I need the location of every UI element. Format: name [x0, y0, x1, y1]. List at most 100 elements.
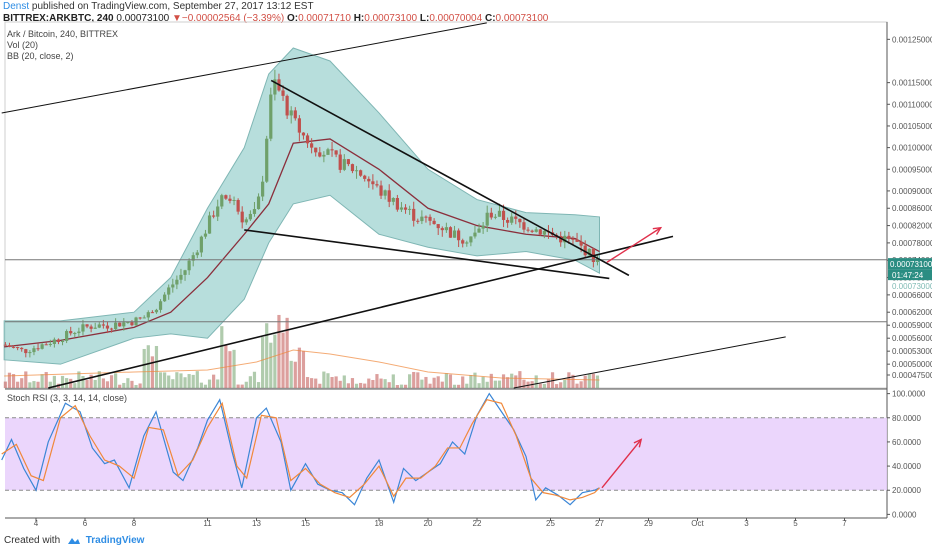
- volume-bar: [97, 371, 101, 388]
- volume-bar: [403, 384, 408, 388]
- candle-body: [146, 312, 150, 318]
- volume-bar: [195, 371, 199, 388]
- candle-body: [310, 143, 314, 148]
- candle-body: [171, 284, 175, 288]
- candle-body: [383, 190, 387, 196]
- volume-bar: [101, 378, 105, 388]
- high-value: 0.00073100: [364, 13, 418, 24]
- volume-bar: [3, 381, 7, 388]
- trendline-support-rising[interactable]: [48, 235, 674, 389]
- candle-body: [77, 331, 81, 334]
- candle-body: [130, 322, 134, 326]
- candle-body: [412, 208, 416, 221]
- volume-bar: [11, 374, 16, 388]
- candle-body: [81, 324, 85, 332]
- volume-bar: [420, 379, 424, 388]
- volume-bar: [314, 378, 318, 388]
- volume-bar: [326, 373, 330, 388]
- volume-bar: [228, 351, 232, 388]
- candle-body: [40, 344, 44, 349]
- candle-body: [175, 279, 179, 285]
- candle-body: [89, 326, 93, 329]
- candle-body: [583, 245, 587, 256]
- countdown-tag: 01:47:24: [892, 271, 924, 280]
- volume-bar: [550, 372, 555, 388]
- volume-bar: [289, 360, 293, 388]
- y-tick-label: 0.00066000: [892, 291, 932, 300]
- x-tick-label: 5: [793, 519, 798, 528]
- volume-bar: [330, 377, 334, 388]
- candle-body: [244, 219, 248, 223]
- candle-body: [595, 258, 600, 262]
- candle-body: [579, 241, 583, 246]
- bollinger-band-fill: [3, 47, 600, 365]
- volume-bar: [118, 384, 122, 388]
- volume-bar: [469, 375, 473, 388]
- hidden-price-tag: 0.00073000: [892, 282, 932, 291]
- volume-bar: [20, 378, 24, 388]
- volume-bar: [359, 382, 363, 388]
- vol-legend[interactable]: Vol (20): [7, 40, 39, 50]
- volume-bar: [52, 375, 56, 388]
- volume-bar: [269, 342, 273, 388]
- candle-body: [318, 152, 322, 157]
- candle-body: [489, 212, 493, 218]
- candle-body: [207, 215, 212, 234]
- volume-bar: [322, 371, 326, 388]
- candle-body: [179, 274, 183, 280]
- volume-bar: [310, 378, 314, 388]
- price-projection-arrow: [606, 227, 662, 263]
- volume-bar: [350, 378, 355, 388]
- volume-bar: [538, 383, 542, 388]
- candle-body: [542, 230, 546, 235]
- candle-body: [281, 90, 285, 96]
- candle-body: [346, 159, 350, 165]
- candle-body: [252, 209, 257, 214]
- volume-bar: [240, 384, 244, 388]
- candle-body: [65, 331, 69, 341]
- volume-bar: [265, 323, 269, 388]
- y-tick-label: 0.00056000: [892, 334, 932, 343]
- candle-body: [203, 233, 208, 237]
- trendline-lower-channel[interactable]: [513, 336, 786, 389]
- countdown-tag-bg: [888, 269, 932, 281]
- candle-body: [408, 208, 412, 210]
- candle-body: [20, 347, 24, 350]
- candle-body: [473, 232, 477, 237]
- volume-bar: [203, 384, 208, 388]
- candle-body: [273, 79, 277, 95]
- volume-bar: [591, 373, 595, 388]
- volume-bar: [383, 379, 387, 388]
- candle-body: [501, 210, 506, 220]
- close-value: 0.00073100: [495, 13, 549, 24]
- trendline-wedge-top[interactable]: [270, 79, 630, 277]
- author-link[interactable]: Denst: [3, 1, 30, 12]
- volume-bar: [7, 372, 12, 388]
- candle-body: [228, 198, 232, 201]
- published-text: published on TradingView.com, September …: [31, 1, 314, 12]
- volume-bar: [305, 377, 310, 388]
- trendline-wedge-bottom[interactable]: [244, 229, 610, 280]
- trendline-upper-channel[interactable]: [1, 22, 487, 114]
- volume-bar: [440, 381, 444, 388]
- candle-body: [587, 248, 591, 256]
- volume-bar: [379, 378, 383, 388]
- candle-body: [432, 220, 436, 225]
- stoch-rsi-legend[interactable]: Stoch RSI (3, 3, 14, 14, close): [7, 393, 128, 403]
- volume-bar: [363, 383, 367, 388]
- candle-body: [424, 216, 428, 218]
- volume-bar: [252, 371, 257, 388]
- candle-body: [69, 331, 73, 334]
- volume-bar: [126, 378, 130, 388]
- candle-body: [248, 213, 252, 220]
- candle-body: [289, 110, 293, 116]
- tradingview-brand[interactable]: TradingView: [85, 535, 145, 546]
- candle-body: [142, 317, 146, 319]
- volume-bar: [187, 374, 191, 388]
- candle-body: [538, 229, 542, 235]
- trendlines[interactable]: [1, 22, 887, 389]
- tradingview-logo-icon: [67, 537, 80, 544]
- x-tick-label: 20: [424, 519, 433, 528]
- bb-legend[interactable]: BB (20, close, 2): [7, 51, 74, 61]
